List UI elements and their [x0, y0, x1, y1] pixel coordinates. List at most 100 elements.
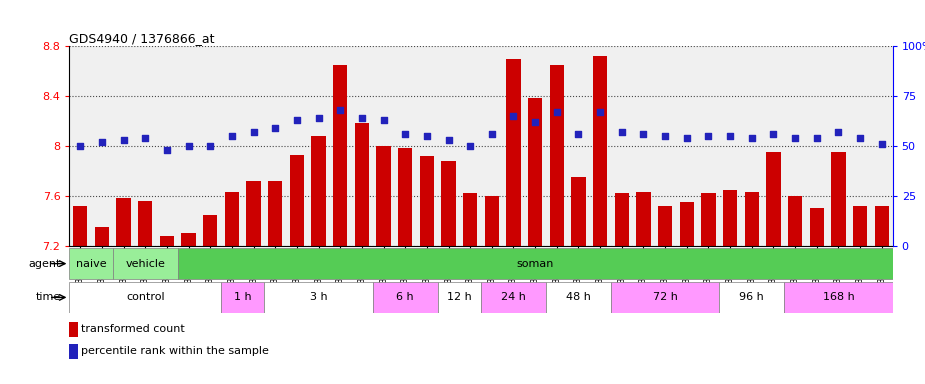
- Bar: [221, 282, 265, 313]
- Bar: [333, 65, 347, 246]
- Text: 72 h: 72 h: [653, 292, 678, 303]
- Text: transformed count: transformed count: [81, 324, 185, 334]
- Text: soman: soman: [516, 258, 554, 269]
- Bar: [680, 202, 694, 246]
- Point: [159, 147, 174, 153]
- Bar: [615, 194, 629, 246]
- Bar: [420, 156, 434, 246]
- Point: [874, 141, 889, 147]
- Text: 48 h: 48 h: [566, 292, 591, 303]
- Point: [138, 135, 153, 141]
- Bar: [745, 192, 758, 246]
- Point: [722, 133, 737, 139]
- Point: [441, 137, 456, 143]
- Bar: [611, 282, 720, 313]
- Bar: [549, 65, 564, 246]
- Text: vehicle: vehicle: [125, 258, 166, 269]
- Point: [636, 131, 651, 137]
- Bar: [117, 199, 130, 246]
- Point: [679, 135, 694, 141]
- Text: 168 h: 168 h: [822, 292, 855, 303]
- Bar: [485, 196, 499, 246]
- Bar: [767, 152, 781, 246]
- Point: [117, 137, 131, 143]
- Bar: [95, 227, 109, 246]
- Bar: [593, 56, 607, 246]
- Point: [354, 115, 369, 121]
- Bar: [138, 201, 153, 246]
- Bar: [312, 136, 326, 246]
- Bar: [832, 152, 845, 246]
- Text: 96 h: 96 h: [739, 292, 764, 303]
- Point: [853, 135, 868, 141]
- Point: [571, 131, 586, 137]
- Bar: [481, 282, 546, 313]
- Bar: [290, 155, 304, 246]
- Bar: [463, 194, 477, 246]
- Point: [506, 113, 521, 119]
- Bar: [528, 98, 542, 246]
- Bar: [723, 190, 737, 246]
- Point: [398, 131, 413, 137]
- Point: [658, 133, 672, 139]
- Text: 24 h: 24 h: [501, 292, 526, 303]
- Point: [94, 139, 109, 145]
- Point: [528, 119, 543, 125]
- Point: [225, 133, 240, 139]
- Bar: [73, 206, 87, 246]
- Bar: [398, 149, 413, 246]
- Point: [268, 125, 283, 131]
- Bar: [875, 206, 889, 246]
- Point: [809, 135, 824, 141]
- Bar: [69, 344, 78, 359]
- Bar: [69, 282, 221, 313]
- Point: [788, 135, 803, 141]
- Bar: [160, 236, 174, 246]
- Bar: [809, 209, 824, 246]
- Bar: [181, 233, 195, 246]
- Point: [831, 129, 845, 135]
- Text: 6 h: 6 h: [396, 292, 414, 303]
- Text: GDS4940 / 1376866_at: GDS4940 / 1376866_at: [69, 32, 215, 45]
- Bar: [658, 206, 672, 246]
- Bar: [355, 124, 369, 246]
- Point: [614, 129, 629, 135]
- Bar: [572, 177, 586, 246]
- Bar: [546, 282, 611, 313]
- Bar: [441, 161, 455, 246]
- Text: 1 h: 1 h: [234, 292, 252, 303]
- Point: [290, 117, 304, 123]
- Bar: [204, 215, 217, 246]
- Point: [593, 109, 608, 115]
- Point: [549, 109, 564, 115]
- Point: [376, 117, 391, 123]
- Point: [181, 143, 196, 149]
- Point: [203, 143, 217, 149]
- Bar: [246, 181, 261, 246]
- Bar: [788, 196, 802, 246]
- Bar: [265, 282, 373, 313]
- Point: [745, 135, 759, 141]
- Point: [333, 107, 348, 113]
- Bar: [69, 248, 113, 279]
- Text: percentile rank within the sample: percentile rank within the sample: [81, 346, 269, 356]
- Point: [419, 133, 434, 139]
- Bar: [178, 248, 893, 279]
- Bar: [720, 282, 784, 313]
- Bar: [69, 322, 78, 336]
- Bar: [784, 282, 893, 313]
- Point: [73, 143, 88, 149]
- Text: agent: agent: [29, 258, 61, 269]
- Point: [462, 143, 477, 149]
- Bar: [853, 206, 867, 246]
- Text: 3 h: 3 h: [310, 292, 327, 303]
- Bar: [636, 192, 650, 246]
- Bar: [268, 181, 282, 246]
- Text: control: control: [126, 292, 165, 303]
- Bar: [225, 192, 239, 246]
- Point: [485, 131, 500, 137]
- Point: [311, 115, 326, 121]
- Bar: [701, 194, 716, 246]
- Bar: [373, 282, 438, 313]
- Text: 12 h: 12 h: [447, 292, 472, 303]
